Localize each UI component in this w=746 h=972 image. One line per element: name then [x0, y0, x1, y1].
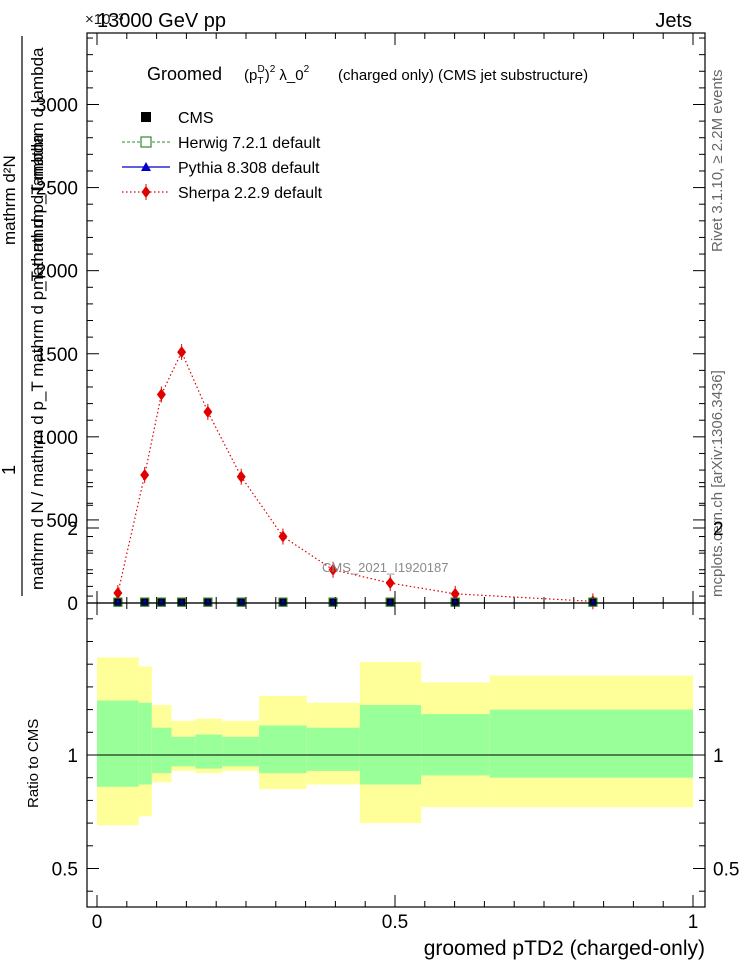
energy-label: 13000 GeV pp — [97, 10, 226, 32]
ylabel-denominator: mathrm d N / mathrm d p_T mathrm d p_T m… — [28, 134, 47, 590]
ratio-y-tick-label-right: 2 — [713, 519, 724, 540]
ratio-inner-band — [489, 709, 693, 778]
rivet-label: Rivet 3.1.10, ≥ 2.2M events — [709, 70, 726, 253]
ratio-inner-band — [171, 736, 196, 767]
main-y-tick-label: 1000 — [36, 428, 78, 449]
legend-label: Herwig 7.2.1 default — [178, 135, 321, 152]
ratio-inner-band — [306, 727, 360, 771]
ratio-inner-band — [138, 702, 152, 785]
legend-marker-pythia — [141, 162, 151, 171]
ratio-y-tick-label: 1 — [67, 746, 78, 767]
sherpa-point — [450, 587, 460, 600]
main-y-tick-label: 3000 — [36, 96, 78, 117]
main-y-tick-label: 0 — [67, 594, 78, 615]
xlabel: groomed pTD2 (charged-only) — [424, 937, 705, 960]
herwig-point — [385, 597, 395, 607]
exponent-label: ×10⁻³ — [85, 11, 123, 28]
ratio-x-tick-label: 1 — [688, 912, 699, 933]
herwig-point — [113, 597, 123, 607]
legend-label: Pythia 8.308 default — [178, 160, 320, 177]
herwig-point — [588, 597, 598, 607]
main-y-tick-label: 1500 — [36, 345, 78, 366]
main-y-tick-label: 2000 — [36, 262, 78, 283]
ylabel-ratio: Ratio to CMS — [25, 719, 42, 808]
legend-marker-cms — [141, 112, 151, 122]
legend-marker-herwig — [140, 136, 152, 148]
herwig-point — [140, 597, 150, 607]
herwig-point — [278, 597, 288, 607]
analysis-watermark: CMS_2021_I1920187 — [322, 560, 449, 575]
ratio-y-tick-label: 2 — [67, 519, 78, 540]
sherpa-point — [203, 405, 213, 418]
legend-label: CMS — [178, 110, 214, 127]
sherpa-point — [278, 530, 288, 543]
title-prefix: Groomed — [147, 64, 222, 84]
sherpa-point — [140, 469, 150, 482]
main-plot-panel: 0 500 1000 1500 2000 2500 3000 — [36, 32, 706, 615]
sherpa-point — [236, 470, 246, 483]
ratio-y-tick-label: 0.5 — [52, 860, 78, 881]
herwig-point — [203, 597, 213, 607]
herwig-point — [156, 597, 166, 607]
mcplots-label: mcplots.cern.ch [arXiv:1306.3436] — [709, 370, 726, 597]
herwig-point — [450, 597, 460, 607]
sherpa-point — [177, 346, 187, 359]
ylabel-top-denominator: mathrm d p_T mathrm d lambda — [28, 47, 47, 290]
ratio-inner-band — [259, 725, 307, 774]
ratio-inner-band — [222, 736, 260, 767]
sherpa-point — [385, 577, 395, 590]
ylabel-top-numerator: mathrm d²N — [0, 155, 19, 245]
ratio-x-tick-label: 0.5 — [382, 912, 408, 933]
sherpa-point — [156, 388, 166, 401]
ratio-x-tick-label: 0 — [92, 912, 103, 933]
sherpa-point — [113, 587, 123, 600]
ratio-plot-panel: 0 0.5 1 0.5 0.5 1 1 2 2 — [52, 482, 739, 933]
herwig-point — [236, 597, 246, 607]
main-y-tick-label: 2500 — [36, 179, 78, 200]
ylabel-numerator: 1 — [0, 465, 19, 475]
legend-marker-sherpa — [141, 186, 151, 198]
herwig-point — [328, 597, 338, 607]
legend: CMS Herwig 7.2.1 default Pythia 8.308 defa… — [122, 110, 323, 202]
sherpa-point — [328, 563, 338, 576]
legend-label: Sherpa 2.2.9 default — [178, 185, 323, 202]
ratio-inner-band — [359, 705, 422, 785]
ratio-y-tick-label-right: 0.5 — [713, 860, 739, 881]
ratio-inner-band — [97, 700, 139, 787]
process-label: Jets — [655, 10, 692, 32]
ratio-y-tick-label-right: 1 — [713, 746, 724, 767]
ratio-inner-band — [195, 734, 223, 769]
title-suffix: (charged only) (CMS jet substructure) — [338, 67, 588, 84]
title-formula: (pTD)2 λ_02 — [244, 64, 310, 87]
main-y-tick-label: 500 — [46, 511, 78, 532]
herwig-point — [177, 597, 187, 607]
ratio-inner-band — [151, 727, 172, 774]
ratio-inner-band — [421, 714, 490, 776]
plot-title: Groomed (pTD)2 λ_02 (charged only) (CMS … — [147, 64, 588, 87]
